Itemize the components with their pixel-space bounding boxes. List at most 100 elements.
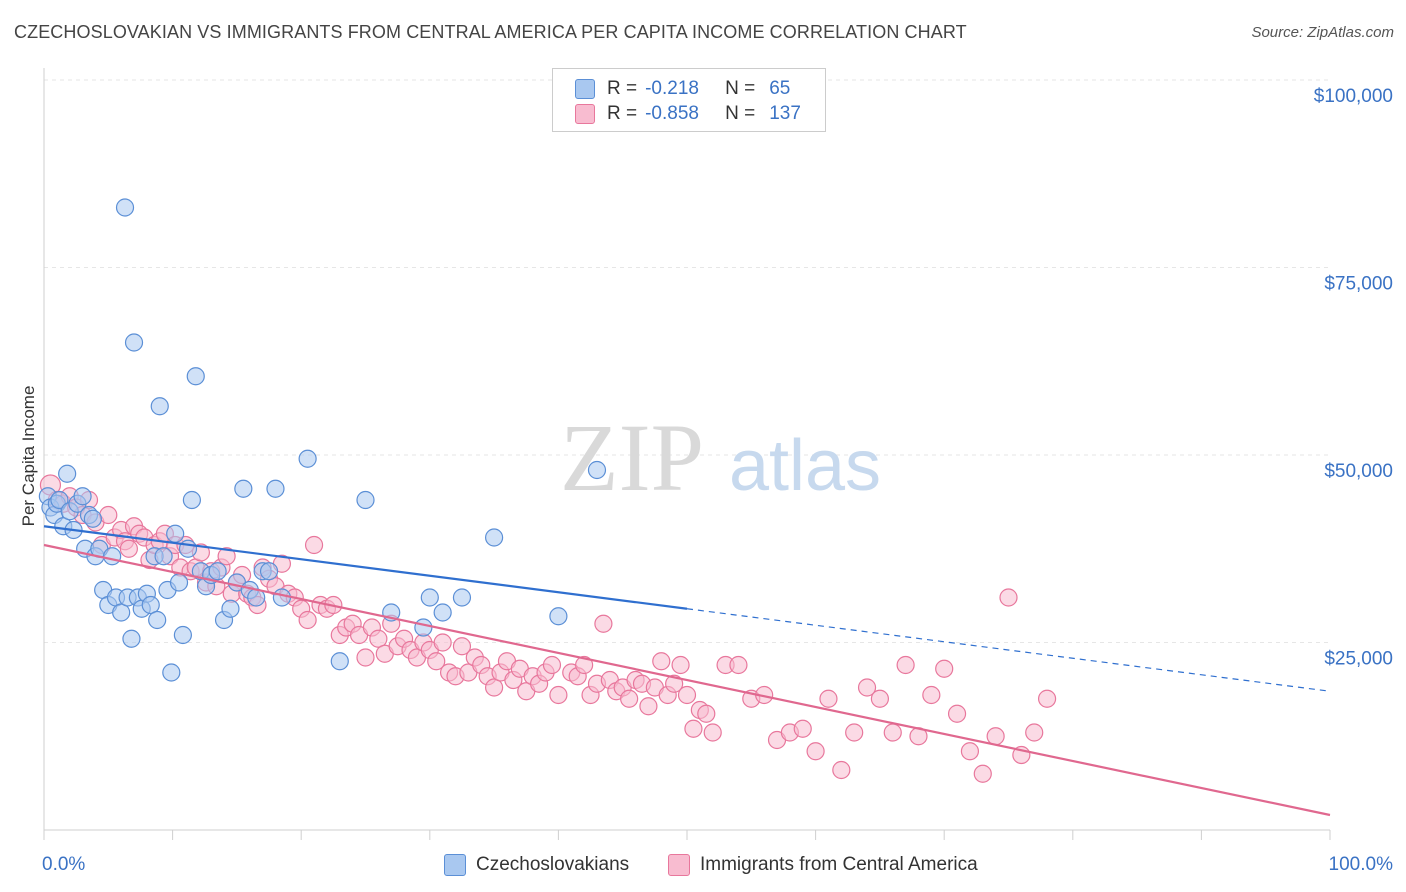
point-1-47 [304, 535, 324, 555]
source-label: Source: ZipAtlas.com [1251, 24, 1394, 41]
point-1-84 [542, 655, 562, 675]
point-1-91 [594, 614, 613, 633]
x-tick-label-1: 100.0% [1329, 854, 1394, 875]
point-0-4 [50, 490, 69, 510]
bottom-legend-swatch-pink [668, 854, 690, 876]
grid-lines [44, 79, 1330, 643]
y-tick-label-2: $75,000 [1324, 274, 1393, 295]
point-1-129 [973, 764, 992, 783]
point-0-30 [148, 610, 167, 630]
r-value: -0.858 [645, 103, 699, 124]
point-0-59 [414, 618, 433, 637]
point-0-6 [58, 464, 77, 483]
point-1-85 [549, 685, 568, 705]
point-0-32 [154, 547, 173, 566]
point-1-75 [485, 678, 504, 697]
point-1-122 [883, 723, 902, 742]
r-label: R = [607, 103, 638, 124]
r-value: -0.218 [645, 78, 699, 99]
point-1-123 [896, 655, 915, 675]
point-0-52 [259, 562, 279, 581]
point-0-18 [103, 547, 122, 566]
point-1-67 [433, 633, 452, 652]
y-tick-label-1: $50,000 [1324, 461, 1393, 482]
point-0-53 [266, 479, 285, 498]
point-1-70 [452, 637, 472, 656]
point-0-36 [169, 573, 189, 592]
point-0-62 [452, 588, 472, 607]
point-0-35 [166, 524, 185, 543]
point-1-128 [960, 742, 980, 761]
point-0-39 [182, 490, 201, 510]
point-0-46 [221, 599, 240, 618]
trend-czechoslovakians-dashed [686, 608, 1331, 692]
x-tick-label-0: 0.0% [42, 854, 85, 875]
point-0-10 [73, 487, 92, 506]
point-1-46 [298, 610, 317, 630]
point-1-117 [819, 689, 838, 708]
point-1-116 [806, 742, 825, 761]
point-1-134 [1037, 689, 1057, 708]
point-1-9 [99, 505, 118, 525]
point-1-104 [677, 685, 697, 705]
point-1-120 [857, 678, 877, 697]
point-0-57 [356, 490, 375, 510]
point-1-107 [697, 704, 716, 723]
point-1-57 [369, 629, 388, 648]
point-0-65 [587, 460, 607, 480]
series-0 [38, 198, 607, 682]
y-tick-label-0: $25,000 [1324, 649, 1393, 670]
legend-row-central-america: R = -0.858 N = 137 [575, 102, 801, 126]
point-1-108 [703, 723, 722, 742]
point-1-95 [620, 689, 639, 708]
point-0-21 [115, 198, 135, 217]
series-1 [39, 474, 1057, 783]
legend-row-czechoslovakians: R = -0.218 N = 65 [575, 77, 790, 101]
point-1-119 [845, 723, 864, 742]
point-0-24 [124, 333, 144, 352]
legend-swatch-pink [575, 104, 595, 124]
point-0-44 [208, 562, 227, 581]
point-0-34 [162, 663, 181, 682]
legend-swatch-blue [575, 79, 595, 99]
point-1-131 [999, 588, 1018, 607]
n-label: N = [725, 78, 756, 99]
point-0-48 [234, 479, 253, 498]
point-0-63 [485, 528, 504, 547]
point-1-102 [665, 674, 684, 693]
point-0-40 [186, 367, 205, 386]
point-1-125 [922, 685, 941, 705]
point-0-54 [272, 588, 292, 607]
point-1-127 [947, 704, 967, 723]
axes [43, 68, 1331, 840]
n-value: 137 [769, 103, 801, 124]
watermark-zip: ZIP [560, 404, 704, 511]
point-0-31 [150, 397, 169, 416]
bottom-legend-central-america: Immigrants from Central America [668, 852, 978, 878]
point-0-61 [433, 603, 452, 622]
data-points [38, 198, 1057, 783]
correlation-legend: R = -0.218 N = 65 R = -0.858 N = 137 [552, 68, 826, 132]
point-1-98 [639, 697, 658, 716]
watermark: ZIP atlas [560, 404, 881, 511]
bottom-legend-swatch-blue [444, 854, 466, 876]
bottom-legend-label: Czechoslovakians [476, 854, 630, 875]
point-1-126 [935, 659, 954, 678]
trend-lines [43, 525, 1331, 817]
point-1-121 [870, 689, 890, 708]
point-1-55 [356, 648, 375, 667]
chart-title: CZECHOSLOVAKIAN VS IMMIGRANTS FROM CENTR… [14, 22, 967, 42]
point-1-32 [217, 547, 236, 566]
point-1-66 [427, 652, 446, 671]
bottom-legend-label: Immigrants from Central America [700, 854, 978, 875]
point-1-110 [729, 655, 748, 675]
point-0-28 [141, 595, 160, 615]
point-0-64 [549, 607, 568, 626]
trend-central-america [43, 543, 1331, 817]
point-1-130 [986, 727, 1005, 746]
trend-czechoslovakians-solid [43, 525, 688, 610]
point-1-88 [575, 655, 594, 675]
watermark-atlas: atlas [729, 426, 881, 506]
point-0-37 [173, 625, 192, 645]
point-0-38 [178, 539, 198, 558]
